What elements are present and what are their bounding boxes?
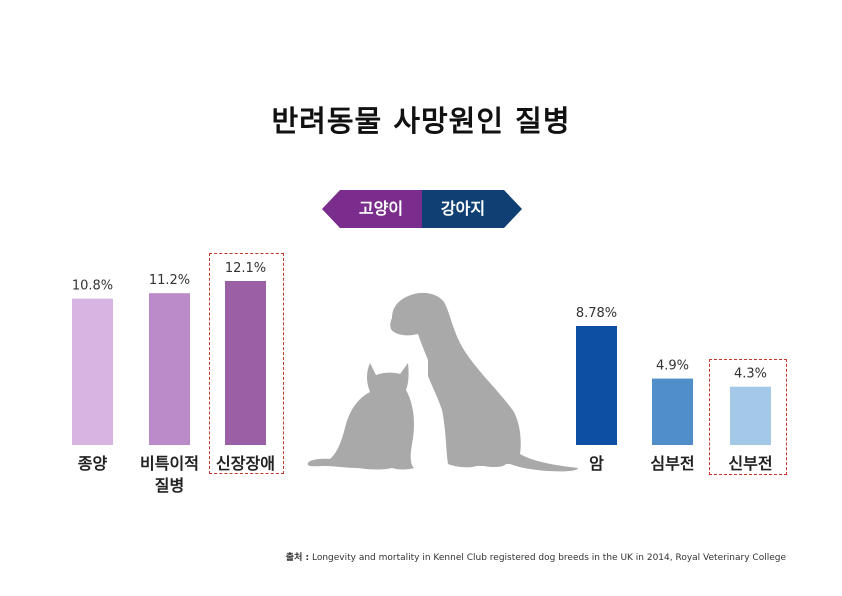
bar-dog-2 [730,386,771,445]
legend-cat-arrow [322,190,422,228]
category-label-dog-1: 심부전 [650,454,694,473]
value-label-cat-2: 12.1% [225,261,266,276]
legend-dog-arrow [422,190,522,228]
cat-and-dog-silhouette-icon [307,292,578,472]
bars-layer [72,281,771,445]
bar-cat-1 [149,293,190,445]
legend: 고양이 강아지 [322,190,522,228]
value-label-cat-1: 11.2% [149,273,190,288]
source-note: 출처 : Longevity and mortality in Kennel C… [286,550,786,563]
category-label-dog-0: 암 [589,454,604,473]
source-prefix: 출처 : [285,553,310,563]
legend-arrows [322,190,522,228]
category-label-cat-1-line1: 질병 [155,476,184,495]
category-label-dog-2: 신부전 [728,454,772,473]
value-label-dog-0: 8.78% [576,306,617,321]
bar-cat-2 [225,281,266,445]
bar-cat-0 [72,298,113,445]
highlight-box-dog [709,359,787,475]
legend-dog-label: 강아지 [440,199,486,218]
highlight-box-cat [209,253,284,474]
category-label-cat-0: 종양 [78,454,108,473]
category-label-cat-2: 신장장애 [216,454,275,473]
bar-dog-1 [652,378,693,445]
legend-cat-label: 고양이 [358,199,404,218]
value-label-dog-1: 4.9% [656,359,689,374]
source-text: Longevity and mortality in Kennel Club r… [311,553,786,563]
chart-title: 반려동물 사망원인 질병 [271,104,571,138]
value-label-cat-0: 10.8% [72,279,113,294]
bar-dog-0 [576,325,617,445]
value-label-dog-2: 4.3% [734,367,767,382]
category-label-cat-1-line0: 비특이적 [140,454,199,473]
